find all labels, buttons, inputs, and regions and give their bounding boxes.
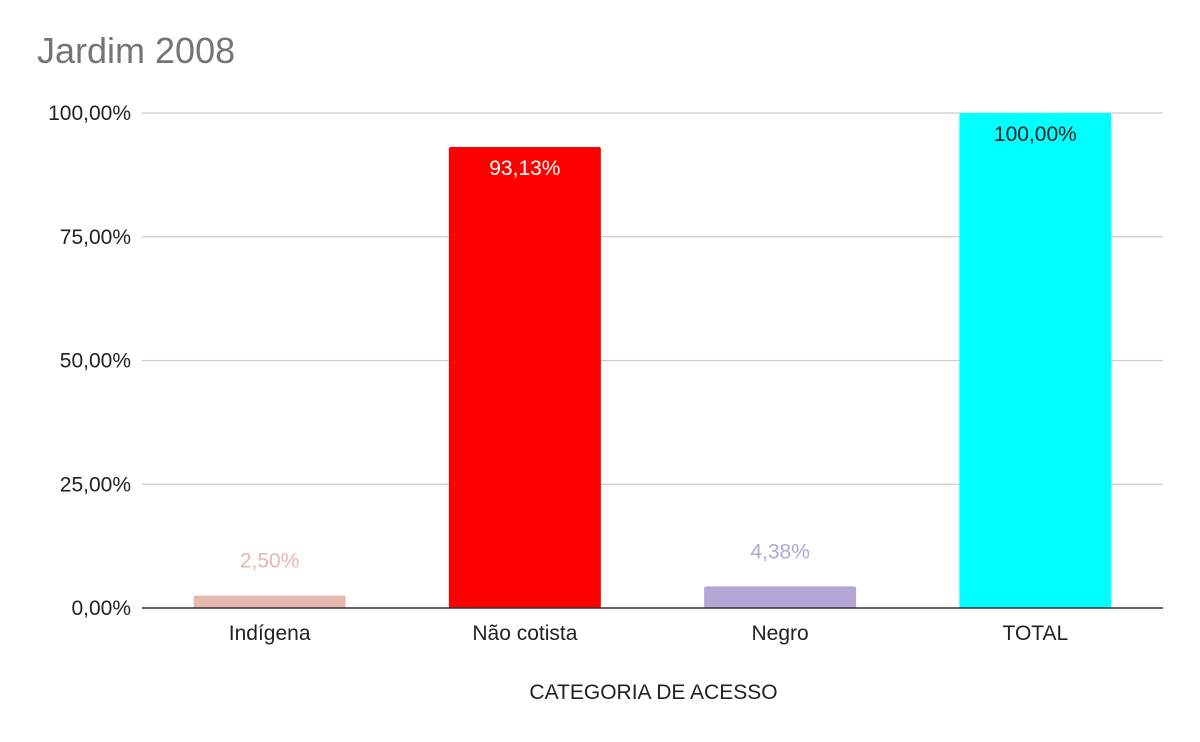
y-tick-label: 50,00% [60, 350, 131, 373]
data-labels: 2,50% 93,13% 4,38% 100,00% [240, 123, 1077, 573]
x-category-label: Indígena [229, 622, 311, 645]
bars [193, 113, 1112, 608]
data-label: 100,00% [994, 123, 1077, 146]
x-category-label: Negro [752, 622, 809, 645]
bar-total [959, 113, 1112, 608]
data-label: 93,13% [489, 157, 560, 180]
data-label: 2,50% [240, 550, 300, 573]
bar-negro [704, 586, 857, 608]
chart-title: Jardim 2008 [37, 30, 236, 71]
data-label: 4,38% [750, 540, 810, 563]
y-tick-label: 75,00% [60, 226, 131, 249]
y-tick-label: 100,00% [48, 102, 131, 125]
x-category-label: TOTAL [1003, 622, 1069, 645]
bar-ind-gena [193, 595, 346, 608]
x-axis-categories: Indígena Não cotista Negro TOTAL [229, 622, 1069, 645]
x-category-label: Não cotista [472, 622, 577, 645]
y-axis-ticks: 0,00% 25,00% 50,00% 75,00% 100,00% [48, 102, 131, 620]
y-tick-label: 25,00% [60, 473, 131, 496]
bar-n-o-cotista [448, 147, 601, 608]
y-tick-label: 0,00% [71, 597, 131, 620]
x-axis-title: CATEGORIA DE ACESSO [529, 681, 777, 704]
